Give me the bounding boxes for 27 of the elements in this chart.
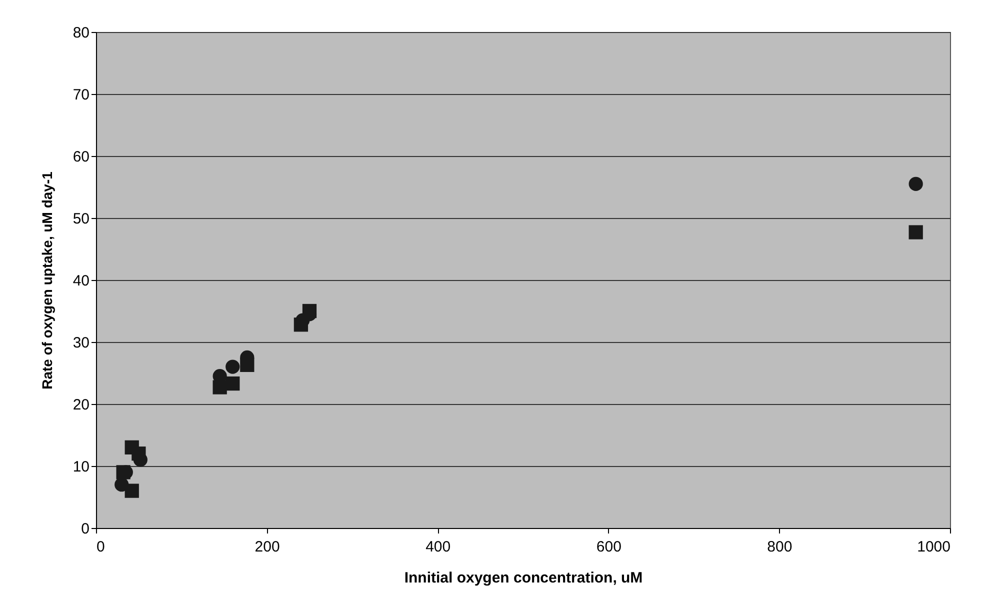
point <box>226 376 240 391</box>
x-tick-label: 400 <box>426 538 451 556</box>
point <box>132 446 146 461</box>
y-tick-label: 80 <box>72 24 90 42</box>
y-tick-label: 20 <box>72 396 90 414</box>
point <box>124 484 139 498</box>
y-tick-label: 0 <box>81 520 90 538</box>
point <box>212 380 227 394</box>
x-tick-label: 200 <box>254 538 280 556</box>
point <box>240 358 254 372</box>
y-tick-label: 60 <box>72 148 90 166</box>
point <box>226 360 240 374</box>
y-axis-title: Rate of oxygen uptake, uM day-1 <box>38 171 55 390</box>
x-tick-label: 600 <box>596 538 622 556</box>
x-tick-label: 0 <box>96 538 105 556</box>
y-tick-label: 50 <box>72 210 90 228</box>
y-tick-label: 10 <box>72 458 90 476</box>
point <box>116 465 130 480</box>
x-tick-label: 1000 <box>917 538 950 556</box>
y-tick-label: 70 <box>72 86 90 104</box>
y-tick-label: 40 <box>72 272 90 290</box>
y-tick-label: 30 <box>72 334 90 352</box>
x-axis-title: Innitial oxygen concentration, uM <box>404 570 643 586</box>
point <box>908 225 923 240</box>
point <box>908 176 923 191</box>
x-tick-label: 800 <box>767 538 792 556</box>
point <box>294 318 308 332</box>
